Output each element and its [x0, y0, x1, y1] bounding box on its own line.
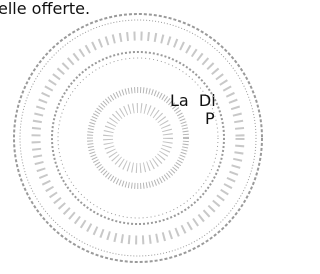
- stamp-outer-ring-inner: [20, 20, 256, 256]
- text-line: elle offerte.: [0, 0, 90, 18]
- signature-text: P: [205, 110, 215, 128]
- stamp-middle-ring: [52, 52, 224, 224]
- signature-text: La Di: [170, 92, 216, 110]
- stamp-emblem-core: [108, 108, 168, 168]
- stamp: [0, 0, 280, 274]
- stamp-lettering: [36, 36, 240, 240]
- document-page: elle offerte. La Di P: [0, 0, 280, 274]
- stamp-rings: [14, 14, 262, 262]
- stamp-middle-ring-inner: [58, 58, 218, 218]
